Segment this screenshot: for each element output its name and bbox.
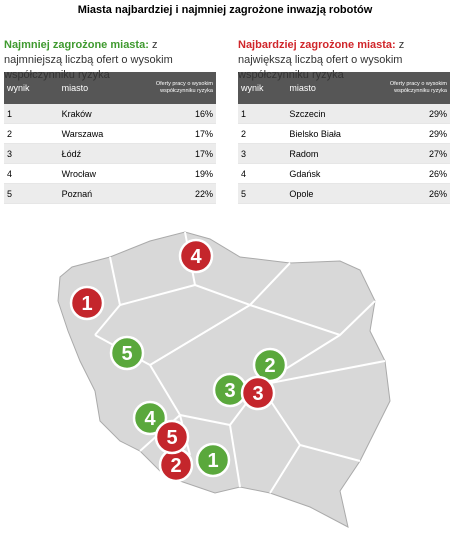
cell: 3 <box>238 143 287 164</box>
section: Najbardziej zagrożone miasta: z najwięks… <box>238 38 450 204</box>
cell: 29% <box>384 104 450 124</box>
marker-label: 3 <box>224 380 235 402</box>
marker: 2 <box>158 447 194 483</box>
heading-label: Najmniej zagrożone miasta: <box>4 39 149 51</box>
cell: 16% <box>150 104 216 124</box>
row: 2 Warszawa 17% <box>4 123 216 144</box>
cell: Szczecin <box>286 104 384 124</box>
section-heading: Najmniej zagrożone miasta: z najmniejszą… <box>4 38 216 81</box>
heading-description: z największą liczbą ofert o wysokim wspó… <box>238 39 405 81</box>
marker-label: 4 <box>190 246 202 268</box>
marker-label: 5 <box>121 343 132 365</box>
row: 1 Kraków 16% <box>4 104 216 124</box>
cell: 22% <box>150 183 216 204</box>
cell: Warszawa <box>58 123 150 144</box>
marker-circle <box>109 335 145 371</box>
marker: 5 <box>109 335 145 371</box>
cell: 27% <box>384 143 450 164</box>
section: Najmniej zagrożone miasta: z najmniejszą… <box>4 38 216 204</box>
row: 5 Poznań 22% <box>4 183 216 204</box>
marker-label: 2 <box>264 355 275 377</box>
title: Miasta najbardziej i najmniej zagrożone … <box>77 4 373 16</box>
marker: 4 <box>178 238 214 274</box>
row: 2 Bielsko Biała 29% <box>238 123 450 144</box>
column-header: wynik <box>238 72 287 104</box>
cell: 26% <box>384 163 450 184</box>
column-header: Oferty pracy o wysokim współczynniku ryz… <box>150 72 216 104</box>
marker: 1 <box>69 285 105 321</box>
cell: 5 <box>238 183 287 204</box>
heading-label: Najbardziej zagrożone miasta: <box>238 39 396 51</box>
cell: 3 <box>4 143 59 164</box>
cell: 1 <box>4 104 59 124</box>
column-header: wynik <box>4 72 59 104</box>
cell: 19% <box>150 163 216 184</box>
row: 4 Gdańsk 26% <box>238 163 450 184</box>
marker: 3 <box>240 375 276 411</box>
cell: 17% <box>150 123 216 144</box>
marker-label: 5 <box>166 427 177 449</box>
cell: Łódź <box>58 143 150 164</box>
column-header: Oferty pracy o wysokim współczynniku ryz… <box>384 72 450 104</box>
marker-label: 1 <box>81 293 92 315</box>
header-row: wynik miasto Oferty pracy o wysokim współc… <box>4 72 216 104</box>
cell: 4 <box>238 163 287 184</box>
cell: 2 <box>4 123 59 144</box>
row: 3 Radom 27% <box>238 143 450 164</box>
marker: 5 <box>154 419 190 455</box>
cell: 29% <box>384 123 450 144</box>
borders <box>94 231 386 494</box>
row: 5 Opole 26% <box>238 183 450 204</box>
cell: 1 <box>238 104 287 124</box>
cell: Opole <box>286 183 384 204</box>
cell: 26% <box>384 183 450 204</box>
cell: Gdańsk <box>286 163 384 184</box>
marker: 4 <box>132 400 168 436</box>
header-row: wynik miasto Oferty pracy o wysokim współc… <box>238 72 450 104</box>
marker-circle <box>69 285 105 321</box>
row: 1 Szczecin 29% <box>238 104 450 124</box>
cell: 17% <box>150 143 216 164</box>
marker: 3 <box>212 372 248 408</box>
marker-label: 1 <box>207 450 218 472</box>
section-heading: Najbardziej zagrożone miasta: z najwięks… <box>238 38 450 81</box>
row: 3 Łódź 17% <box>4 143 216 164</box>
marker-circle <box>240 375 276 411</box>
table: wynik miasto Oferty pracy o wysokim współc… <box>238 72 450 204</box>
marker-circle <box>178 238 214 274</box>
marker-label: 4 <box>144 408 156 430</box>
cell: 2 <box>238 123 287 144</box>
cell: Kraków <box>58 104 150 124</box>
cell: Radom <box>286 143 384 164</box>
marker-circle <box>132 400 168 436</box>
marker-circle <box>154 419 190 455</box>
cell: Wrocław <box>58 163 150 184</box>
cell: 4 <box>4 163 59 184</box>
marker-label: 3 <box>252 383 263 405</box>
heading-description: z najmniejszą liczbą ofert o wysokim wsp… <box>4 39 173 81</box>
cell: Poznań <box>58 183 150 204</box>
cell: 5 <box>4 183 59 204</box>
table: wynik miasto Oferty pracy o wysokim współc… <box>4 72 216 204</box>
cell: Bielsko Biała <box>286 123 384 144</box>
column-header: miasto <box>58 72 150 104</box>
column-header: miasto <box>286 72 384 104</box>
marker: 1 <box>195 442 231 478</box>
marker-circle <box>195 442 231 478</box>
row: 4 Wrocław 19% <box>4 163 216 184</box>
marker-label: 2 <box>170 455 181 477</box>
